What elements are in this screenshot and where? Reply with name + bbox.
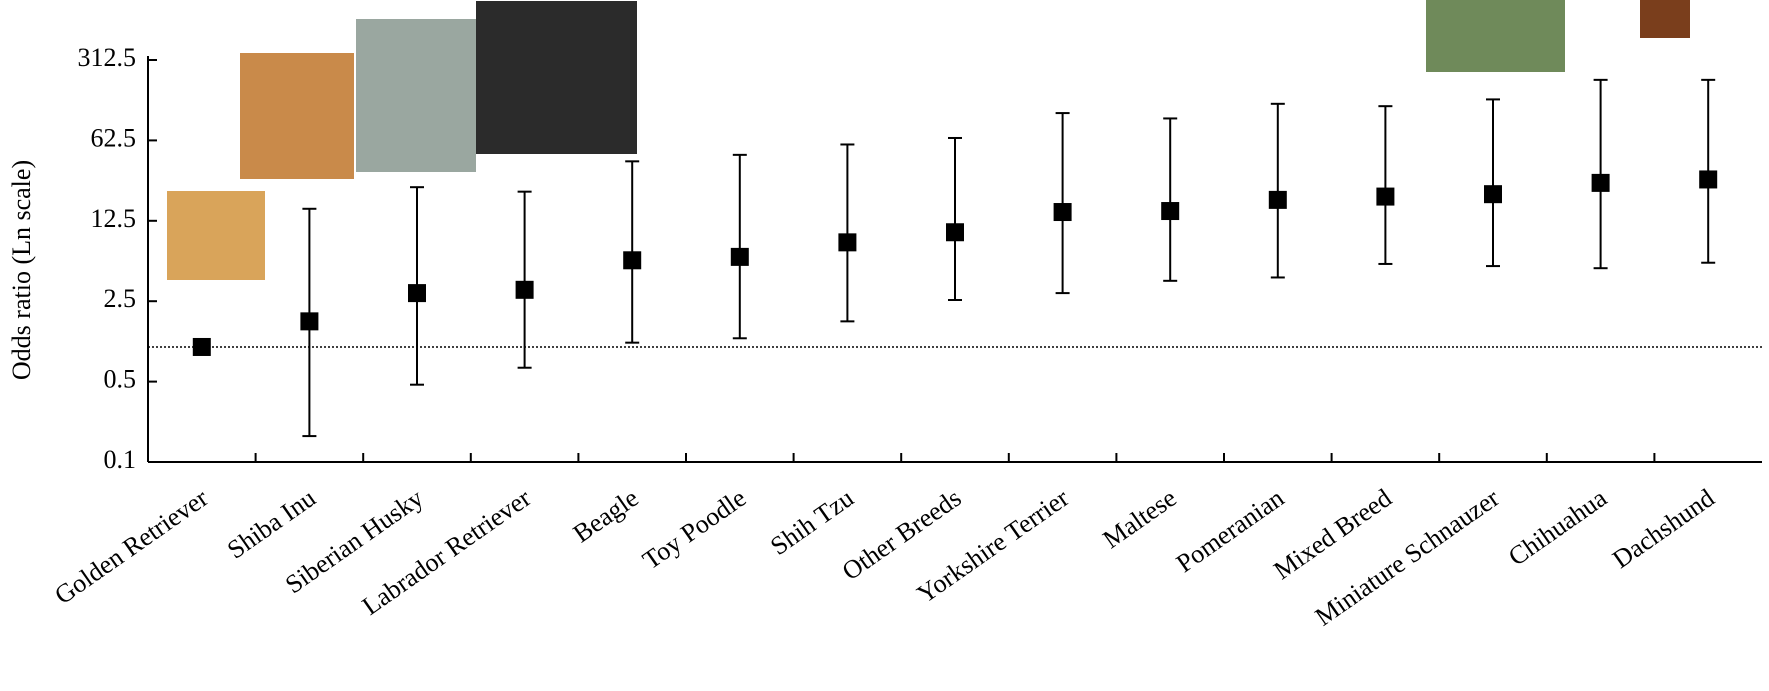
point-marker <box>1591 173 1610 192</box>
x-tick-label: Maltese <box>1098 483 1182 554</box>
point-marker <box>946 223 964 242</box>
photo-yorkshire <box>1426 0 1565 72</box>
x-tick-label: Chihuahua <box>1503 483 1612 572</box>
y-tick-label: 2.5 <box>104 284 137 313</box>
point-marker <box>408 284 426 303</box>
photo-siberian-husky <box>356 19 476 172</box>
point-marker <box>623 251 642 270</box>
point-marker <box>1699 170 1718 189</box>
x-tick-label: Miniature Schnauzer <box>1310 483 1505 632</box>
photo-labrador <box>476 1 637 154</box>
point-marker <box>515 280 534 299</box>
photo-golden-retriever <box>167 191 265 280</box>
point-marker <box>1376 187 1395 206</box>
y-tick-label: 0.5 <box>104 365 137 394</box>
point-marker <box>1053 203 1072 222</box>
photo-dachshund <box>1640 0 1690 38</box>
x-tick-label: Dachshund <box>1607 483 1719 574</box>
point-marker <box>1268 190 1287 209</box>
point-marker <box>1161 202 1180 221</box>
x-tick-label: Golden Retriever <box>49 483 213 610</box>
x-tick-label: Shiba Inu <box>222 483 321 564</box>
point-marker <box>730 247 749 266</box>
point-marker <box>1484 185 1502 204</box>
y-tick-label: 12.5 <box>91 204 137 233</box>
x-tick-label: Toy Poodle <box>637 483 751 575</box>
x-tick-label: Beagle <box>568 483 644 548</box>
x-tick-label: Shih Tzu <box>765 483 859 561</box>
y-tick-label: 0.1 <box>104 445 137 474</box>
y-tick-label: 62.5 <box>91 123 137 152</box>
y-axis-title: Odds ratio (Ln scale) <box>7 160 36 380</box>
photo-shiba-inu <box>240 53 354 179</box>
point-marker <box>300 312 319 331</box>
y-tick-label: 312.5 <box>78 43 137 72</box>
point-marker <box>192 337 211 356</box>
photos <box>167 0 1690 280</box>
point-marker <box>838 233 857 252</box>
